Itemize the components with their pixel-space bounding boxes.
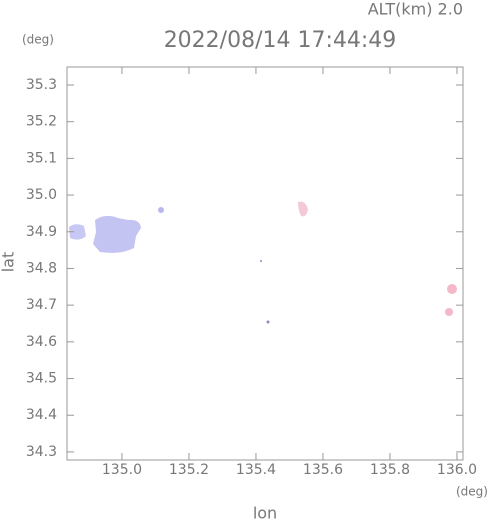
x-tick-label: 135.2: [169, 462, 209, 478]
x-tick-label: 136.0: [437, 462, 477, 478]
echo: [158, 207, 164, 213]
x-tick-label: 135.0: [102, 462, 142, 478]
y-tick-label: 35.0: [26, 187, 57, 203]
echo: [69, 224, 86, 240]
x-tick-label: 135.6: [303, 462, 343, 478]
y-axis-label: lat: [0, 252, 18, 273]
y-tick-label: 34.6: [26, 334, 57, 350]
y-tick-label: 35.3: [26, 77, 57, 93]
y-tick-label: 34.4: [26, 407, 57, 423]
y-tick-label: 34.7: [26, 297, 57, 313]
echo: [298, 201, 308, 217]
chart-title: 2022/08/14 17:44:49: [164, 28, 397, 53]
echo: [93, 215, 141, 253]
y-unit: (deg): [22, 33, 54, 47]
y-tick-label: 34.3: [26, 444, 57, 460]
echo: [447, 284, 457, 294]
x-axis-label: lon: [253, 504, 277, 521]
plot-frame: [66, 66, 464, 461]
echoes: [69, 201, 457, 324]
x-tick-label: 135.8: [370, 462, 410, 478]
y-tick-label: 34.5: [26, 371, 57, 387]
x-tick-label: 135.4: [236, 462, 276, 478]
y-tick-label: 34.8: [26, 260, 57, 276]
y-tick-label: 35.2: [26, 114, 57, 130]
echo: [445, 308, 453, 316]
x-unit: (deg): [456, 485, 488, 499]
altitude-label: ALT(km) 2.0: [368, 0, 463, 19]
echo: [260, 260, 262, 262]
y-tick-label: 34.9: [26, 224, 57, 240]
echo: [266, 320, 270, 324]
y-tick-label: 35.1: [26, 150, 57, 166]
